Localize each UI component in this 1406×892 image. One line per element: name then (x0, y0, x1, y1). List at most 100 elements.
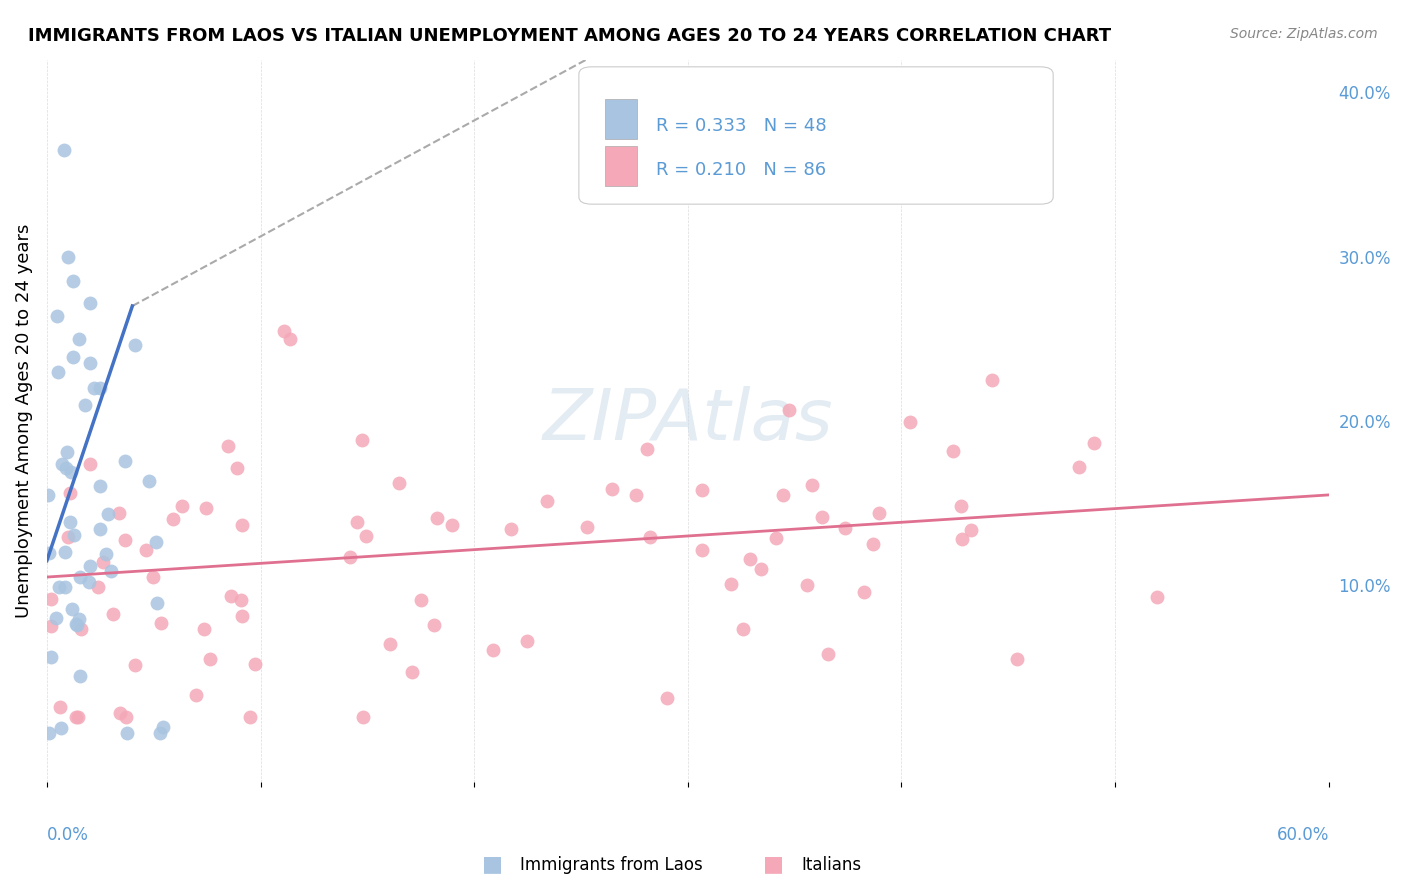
Point (75, 398, 97, 412)
Point (114, 454, 136, 468)
Text: Italians: Italians (801, 855, 862, 873)
Point (955, 168, 977, 182)
Point (387, 476, 409, 491)
Text: 60.0%: 60.0% (1277, 826, 1329, 844)
Point (853, 584, 876, 599)
Point (217, 439, 239, 453)
Text: ZIPAtlas: ZIPAtlas (543, 386, 834, 456)
Point (55, 461, 77, 475)
Point (49, 700, 72, 714)
Point (89, 479, 111, 493)
Point (124, 658, 146, 673)
Point (778, 402, 800, 417)
Point (38, 726, 60, 740)
Point (172, 500, 194, 514)
Point (440, 518, 463, 533)
Point (38, 546, 60, 560)
Point (280, 332, 302, 346)
Point (720, 577, 742, 591)
Point (146, 596, 169, 610)
Point (600, 482, 623, 496)
Point (765, 531, 787, 545)
Point (89, 523, 111, 537)
Point (868, 506, 890, 520)
Point (79, 559, 101, 574)
Point (690, 483, 713, 497)
Point (193, 622, 215, 636)
Point (959, 523, 981, 537)
Point (70, 622, 93, 636)
Point (731, 622, 754, 636)
Point (51, 721, 73, 735)
Point (39, 591, 62, 606)
Point (59, 486, 82, 500)
Point (101, 607, 124, 621)
Point (426, 511, 449, 525)
Text: 0.0%: 0.0% (46, 826, 89, 844)
Point (198, 651, 221, 665)
Point (690, 542, 713, 557)
Point (749, 561, 772, 575)
Point (162, 512, 184, 526)
Point (499, 522, 522, 536)
Point (950, 532, 973, 546)
Point (482, 642, 505, 657)
Point (862, 537, 884, 551)
Point (231, 517, 253, 532)
Point (115, 726, 138, 740)
Point (62, 350, 84, 364)
Point (800, 477, 823, 491)
Point (79, 296, 101, 310)
Point (63, 527, 86, 541)
Point (67, 612, 90, 626)
Point (184, 688, 207, 702)
Point (93, 555, 115, 569)
Point (219, 589, 242, 603)
Point (273, 324, 295, 338)
Point (231, 593, 253, 607)
Point (77, 575, 100, 590)
Point (422, 617, 444, 632)
Point (738, 552, 761, 566)
Point (97, 507, 120, 521)
Point (636, 442, 658, 456)
Point (53, 143, 76, 157)
Point (79, 457, 101, 471)
Point (60, 602, 83, 616)
Bar (605, 99, 637, 139)
Point (79, 357, 101, 371)
Point (150, 616, 173, 631)
Point (39, 619, 62, 633)
Point (65, 617, 87, 632)
Point (1007, 652, 1029, 666)
Point (536, 494, 558, 508)
Point (225, 461, 247, 475)
Point (108, 506, 131, 520)
Point (339, 549, 361, 564)
Point (817, 647, 839, 661)
Point (352, 433, 374, 447)
Y-axis label: Unemployment Among Ages 20 to 24 years: Unemployment Among Ages 20 to 24 years (15, 224, 32, 618)
Point (65, 617, 87, 632)
Point (94, 547, 117, 561)
Text: R = 0.210   N = 86: R = 0.210 N = 86 (655, 161, 825, 178)
Point (135, 543, 157, 558)
Point (142, 570, 165, 584)
Point (834, 521, 856, 535)
Point (145, 535, 167, 549)
Point (69, 570, 91, 584)
Point (1083, 436, 1105, 450)
Point (56, 445, 79, 459)
Text: ■: ■ (482, 854, 502, 873)
Point (37, 488, 59, 502)
Bar (605, 146, 637, 186)
Point (67, 709, 90, 723)
Point (62, 274, 84, 288)
Point (346, 515, 368, 529)
Text: IMMIGRANTS FROM LAOS VS ITALIAN UNEMPLOYMENT AMONG AGES 20 TO 24 YEARS CORRELATI: IMMIGRANTS FROM LAOS VS ITALIAN UNEMPLOY… (28, 27, 1111, 45)
Point (655, 690, 678, 705)
Point (1069, 460, 1091, 475)
Point (942, 444, 965, 458)
Point (243, 657, 266, 671)
Point (138, 474, 160, 488)
